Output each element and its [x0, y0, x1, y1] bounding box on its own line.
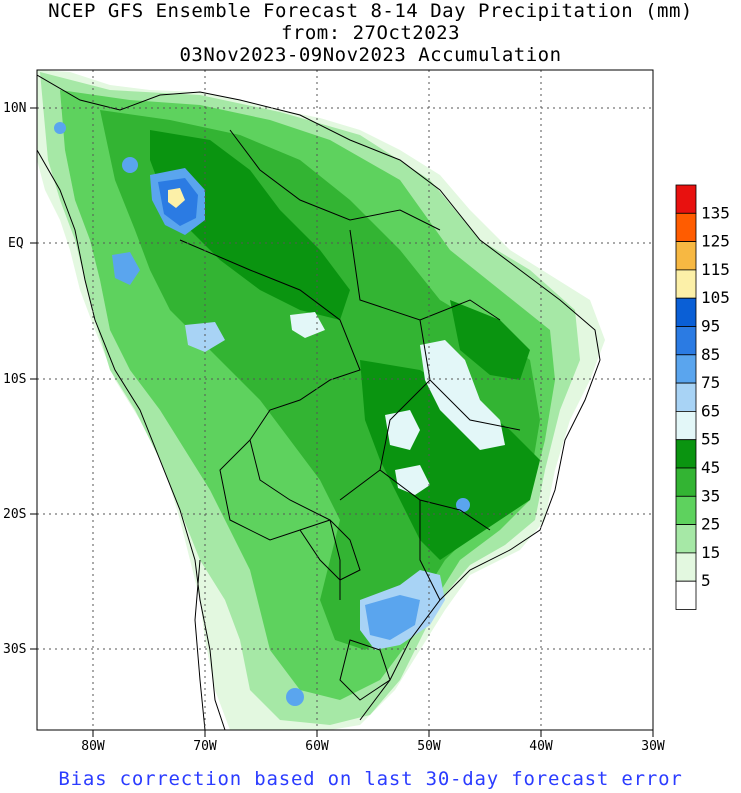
legend-level-label: 105 [701, 288, 730, 307]
border-bolivia [219, 439, 331, 541]
precip-spot-panama [54, 122, 66, 134]
legend-swatch [675, 382, 697, 412]
legend-level-label: 25 [701, 515, 720, 534]
legend-level-label: 115 [701, 260, 730, 279]
legend-swatch [675, 524, 697, 554]
precip-spot-argentina [286, 688, 304, 706]
lon-label-30w: 30W [641, 739, 665, 754]
legend-swatch [675, 439, 697, 469]
bias-correction-note: Bias correction based on last 30-day for… [58, 768, 683, 790]
plot-frame [36, 69, 654, 731]
lat-label-eq: EQ [8, 236, 24, 251]
forecast-init-date: from: 27Oct2023 [280, 22, 461, 44]
tick-marks [30, 107, 654, 737]
precip-field-75-c [365, 595, 420, 640]
legend-level-label: 135 [701, 203, 730, 222]
legend-level-label: 125 [701, 232, 730, 251]
precip-field-45-central [360, 360, 540, 560]
precip-spot-se-brazil [456, 498, 470, 512]
legend-swatch [675, 354, 697, 384]
lat-label-30s: 30S [3, 642, 26, 657]
legend-level-label: 95 [701, 317, 720, 336]
precip-field-65-west [185, 322, 225, 352]
border-brazil-north [229, 129, 441, 231]
lon-label-80w: 80W [81, 739, 105, 754]
legend-swatch [675, 269, 697, 299]
legend-swatch [675, 467, 697, 497]
legend-level-label: 5 [701, 571, 711, 590]
lat-label-20s: 20S [3, 507, 26, 522]
precip-color-legend: 135 125 115 105 95 85 75 65 55 45 35 25 15 5 [675, 184, 730, 610]
legend-level-label: 15 [701, 543, 720, 562]
lon-label-70w: 70W [193, 739, 217, 754]
lat-label-10s: 10S [3, 372, 26, 387]
precip-field-45-north [150, 130, 350, 320]
precip-fields [37, 70, 605, 730]
legend-swatch [675, 495, 697, 525]
legend-level-label: 85 [701, 345, 720, 364]
states-brazil [339, 229, 521, 601]
border-uruguay [339, 639, 391, 701]
map-title: NCEP GFS Ensemble Forecast 8-14 Day Prec… [48, 0, 693, 22]
graticule [37, 70, 653, 730]
lon-label-40w: 40W [529, 739, 553, 754]
lon-label-50w: 50W [417, 739, 441, 754]
precip-field-45-east [450, 300, 530, 380]
precip-field-75-b [112, 252, 140, 285]
lon-label-60w: 60W [305, 739, 329, 754]
precip-spot-colombia [122, 157, 138, 173]
precip-field-105 [168, 188, 185, 208]
legend-level-label: 35 [701, 486, 720, 505]
border-paraguay [299, 519, 361, 581]
legend-swatch [675, 297, 697, 327]
country-borders [37, 74, 601, 730]
legend-level-label: 45 [701, 458, 720, 477]
precip-field-55-d [290, 312, 325, 338]
precip-field-55-b [385, 410, 420, 450]
legend-level-label: 75 [701, 373, 720, 392]
legend-swatch [675, 410, 697, 441]
legend-level-label: 65 [701, 401, 720, 420]
lat-label-10n: 10N [3, 101, 26, 116]
legend-swatch [675, 241, 697, 271]
legend-swatch [675, 552, 697, 582]
legend-swatch [675, 212, 697, 243]
legend-level-label: 55 [701, 430, 720, 449]
border-andes [194, 559, 206, 730]
border-brazil-west [179, 239, 361, 600]
legend-swatch [675, 326, 697, 356]
legend-swatch [675, 580, 697, 610]
legend-swatch [675, 184, 697, 214]
coastline [37, 74, 601, 730]
accumulation-period: 03Nov2023-09Nov2023 Accumulation [179, 44, 562, 66]
